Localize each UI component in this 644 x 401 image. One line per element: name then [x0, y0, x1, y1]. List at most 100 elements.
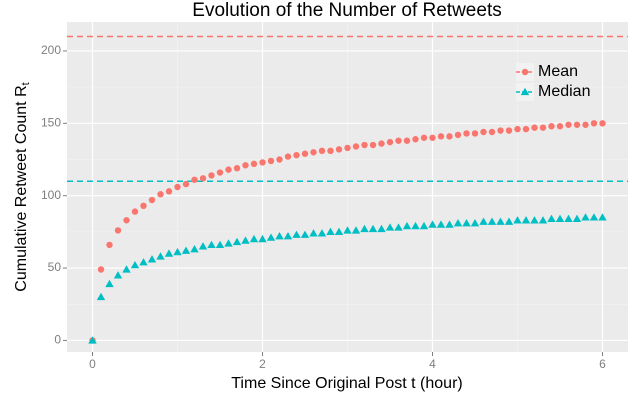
data-point — [513, 216, 522, 224]
data-point — [471, 130, 479, 137]
chart-title: Evolution of the Number of Retweets — [192, 0, 501, 21]
data-point — [216, 169, 224, 176]
data-point — [156, 252, 165, 260]
data-point — [300, 230, 310, 238]
y-axis-title-main: Cumulative Retweet Count R — [13, 85, 30, 291]
data-point — [275, 232, 284, 240]
data-point — [293, 151, 300, 159]
data-point — [164, 249, 174, 257]
data-point — [377, 224, 386, 233]
data-point — [88, 336, 97, 344]
data-point — [123, 217, 130, 224]
data-point — [122, 265, 131, 273]
data-point — [385, 223, 395, 231]
data-point — [105, 279, 114, 288]
data-point — [351, 226, 361, 234]
legend-key-marker — [521, 68, 529, 76]
data-point — [564, 214, 573, 222]
data-point — [147, 255, 157, 263]
data-point — [436, 220, 446, 228]
legend-label: Median — [538, 83, 590, 100]
data-point — [394, 223, 403, 231]
x-tick-label: 4 — [429, 357, 436, 371]
data-point — [454, 131, 462, 139]
data-point — [496, 217, 505, 225]
y-tick-label: 200 — [41, 43, 61, 57]
data-point — [573, 121, 581, 128]
data-point — [191, 176, 198, 183]
data-point — [249, 234, 259, 243]
data-point — [470, 218, 480, 227]
data-point — [514, 125, 521, 133]
y-tick-label: 0 — [54, 333, 61, 347]
data-point — [225, 166, 232, 173]
data-point — [402, 221, 412, 230]
data-point — [250, 160, 258, 168]
data-point — [292, 230, 301, 238]
data-point — [317, 229, 327, 237]
data-point — [106, 241, 113, 249]
data-point — [190, 245, 199, 253]
data-point — [318, 147, 326, 155]
data-point — [233, 164, 241, 172]
data-point — [453, 218, 463, 227]
y-tick-label: 50 — [48, 260, 62, 274]
data-point — [589, 213, 599, 221]
data-point — [412, 136, 419, 143]
data-point — [199, 175, 207, 182]
data-point — [266, 233, 276, 241]
data-point — [267, 157, 275, 165]
data-point — [555, 214, 565, 222]
data-point — [419, 221, 429, 230]
data-point — [361, 141, 368, 149]
data-point — [283, 232, 293, 240]
y-tick-label: 100 — [41, 188, 61, 202]
data-point — [395, 137, 402, 144]
data-point — [539, 124, 547, 131]
data-point — [131, 208, 139, 215]
data-point — [327, 147, 334, 155]
y-axis-title: Cumulative Retweet Count Rt — [13, 82, 32, 291]
x-tick-label: 2 — [259, 357, 266, 371]
data-point — [547, 214, 556, 222]
data-point — [224, 239, 233, 247]
data-point — [139, 258, 148, 266]
data-point — [310, 149, 317, 156]
x-axis-title: Time Since Original Post t (hour) — [231, 375, 462, 392]
data-point — [445, 220, 454, 228]
data-point — [522, 125, 530, 133]
data-point — [114, 227, 122, 234]
data-point — [556, 123, 564, 130]
data-point — [386, 138, 394, 146]
legend-label: Mean — [538, 63, 578, 80]
data-point — [96, 292, 106, 301]
data-point — [276, 156, 283, 163]
data-point — [403, 137, 411, 144]
data-point — [581, 213, 590, 221]
data-point — [334, 227, 344, 236]
data-point — [599, 120, 606, 127]
data-point — [590, 120, 598, 127]
data-point — [242, 162, 249, 169]
data-point — [232, 237, 242, 246]
data-point — [429, 134, 436, 141]
data-point — [309, 229, 318, 237]
data-point — [378, 140, 385, 147]
data-point — [531, 124, 538, 131]
data-point — [208, 172, 215, 179]
data-point — [565, 121, 572, 128]
data-point — [258, 234, 267, 243]
data-point — [97, 266, 105, 273]
data-point — [369, 141, 377, 149]
data-point — [548, 123, 555, 130]
data-point — [463, 130, 470, 137]
data-point — [446, 133, 453, 140]
data-point — [420, 134, 428, 141]
data-point — [462, 218, 471, 227]
data-point — [182, 180, 190, 188]
data-point — [479, 217, 488, 225]
data-point — [215, 240, 225, 249]
x-tick-label: 0 — [89, 357, 96, 371]
data-point — [113, 271, 123, 279]
data-point — [173, 247, 182, 256]
